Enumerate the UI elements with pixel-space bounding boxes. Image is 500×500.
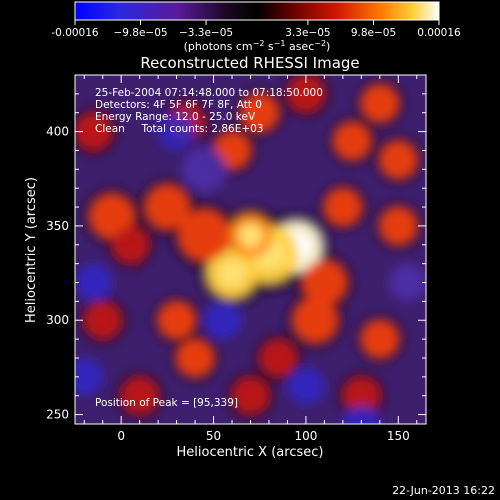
plot-area: 0 50 100 150 250 300 350 400 25-Feb-2004 07:14:…: [46, 74, 427, 443]
x-tick-label: 100: [294, 429, 317, 443]
source-blob: [342, 377, 380, 415]
source-blob: [204, 301, 242, 339]
source-blob: [361, 320, 399, 358]
source-blob: [75, 358, 103, 396]
x-tick-label: 0: [117, 429, 125, 443]
source-blob: [182, 147, 227, 192]
axis-ticks: 0 50 100 150 250 300 350 400: [46, 75, 426, 443]
x-axis-label: Heliocentric X (arcsec): [177, 445, 324, 460]
source-blob: [158, 113, 196, 151]
y-tick-label: 300: [46, 313, 69, 327]
source-blob: [292, 298, 338, 343]
image-sources: [75, 75, 426, 424]
peak-position-label: Position of Peak = [95,339]: [95, 397, 238, 409]
annotation-clean: Clean Total counts: 2.86E+03: [95, 123, 264, 135]
source-blob: [287, 75, 325, 113]
source-blob: [324, 188, 362, 226]
source-blob: [259, 339, 297, 377]
source-blob: [75, 264, 112, 301]
source-blob: [379, 141, 417, 179]
source-blob: [75, 113, 112, 151]
annotation-detectors: Detectors: 4F 5F 6F 7F 8F, Att 0: [95, 99, 262, 111]
source-blob: [178, 209, 231, 262]
annotation-energy: Energy Range: 12.0 - 25.0 keV: [95, 111, 256, 123]
source-blob: [232, 377, 269, 415]
source-blob: [342, 405, 380, 424]
source-blob: [287, 367, 325, 405]
colorbar-gradient: [74, 1, 440, 21]
colorbar-tick-label: 3.3e−05: [285, 27, 330, 39]
annotation-block: 25-Feb-2004 07:14:48.000 to 07:18:50.000…: [95, 87, 323, 135]
y-tick-label: 250: [46, 408, 69, 422]
colorbar-tick-label: 0.00016: [417, 27, 461, 39]
source-core: [238, 223, 263, 248]
y-axis-label: Heliocentric Y (arcsec): [24, 177, 39, 323]
colorbar-tick-label: −3.3e−05: [179, 27, 233, 39]
x-tick-label: 50: [206, 429, 221, 443]
colorbar-units: (photons cm−2 s−1 asec−2): [184, 39, 331, 53]
source-blob: [302, 260, 347, 305]
colorbar-tick-label: −9.8e−05: [113, 27, 167, 39]
source-blob: [111, 226, 149, 264]
source-blob: [333, 122, 371, 160]
source-blob: [89, 194, 135, 239]
source-blob: [158, 301, 196, 339]
y-tick-label: 400: [46, 125, 69, 139]
source-blob: [389, 264, 426, 301]
source-blob: [176, 339, 214, 377]
colorbar-tick-label: -0.00016: [51, 27, 99, 39]
colorbar: -0.00016 −9.8e−05 −3.3e−05 3.3e−05 9.8e−05 0.…: [51, 1, 461, 53]
annotation-time: 25-Feb-2004 07:14:48.000 to 07:18:50.000: [95, 87, 323, 99]
x-tick-label: 150: [387, 429, 410, 443]
source-blob: [121, 377, 159, 415]
source-blob: [241, 94, 279, 132]
chart-title: Reconstructed RHESSI Image: [140, 54, 359, 72]
source-blob: [84, 301, 122, 339]
source-blob: [379, 207, 417, 245]
y-tick-label: 350: [46, 219, 69, 233]
source-blob: [145, 184, 190, 230]
colorbar-tick-label: 9.8e−05: [351, 27, 396, 39]
colorbar-ticks: -0.00016 −9.8e−05 −3.3e−05 3.3e−05 9.8e−05 0.…: [51, 20, 461, 39]
footer-date: 22-Jun-2013 16:22: [392, 484, 495, 497]
source-core: [217, 258, 247, 288]
source-blob: [361, 84, 399, 122]
